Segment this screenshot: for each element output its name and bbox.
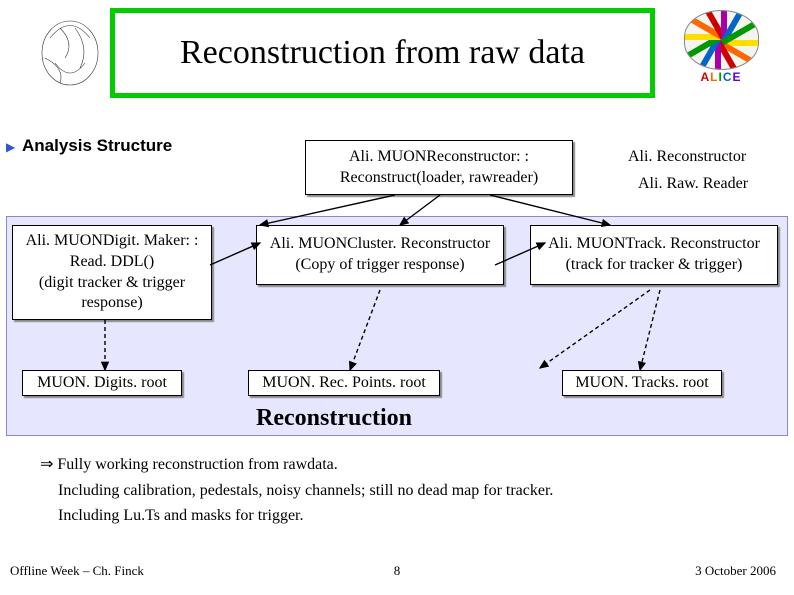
track-line2: (track for tracker & trigger) (562, 255, 747, 276)
box-out-digits: MUON. Digits. root (22, 370, 182, 396)
digit-line2: Read. DDL() (66, 252, 158, 273)
bullet-icon: ▶ (6, 140, 15, 155)
label-ali-reconstructor: Ali. Reconstructor (628, 148, 746, 166)
box-out-tracks: MUON. Tracks. root (562, 370, 722, 396)
main-line1: Ali. MUONReconstructor: : (345, 147, 533, 168)
notes-block: ⇒ Fully working reconstruction from rawd… (40, 452, 553, 529)
digit-line1: Ali. MUONDigit. Maker: : (22, 231, 203, 252)
note-line1: ⇒ Fully working reconstruction from rawd… (40, 452, 553, 478)
alice-logo: ALICE (676, 10, 766, 100)
analysis-heading: Analysis Structure (22, 136, 172, 156)
label-ali-rawreader: Ali. Raw. Reader (638, 175, 748, 193)
starburst-icon (684, 10, 759, 70)
track-line1: Ali. MUONTrack. Reconstructor (544, 234, 764, 255)
footer-page-number: 8 (394, 563, 401, 579)
box-track-reconstructor: Ali. MUONTrack. Reconstructor (track for… (530, 225, 778, 285)
cluster-line1: Ali. MUONCluster. Reconstructor (266, 234, 494, 255)
reconstruction-label: Reconstruction (256, 405, 412, 432)
out2-text: MUON. Rec. Points. root (258, 373, 430, 394)
note-line2: Including calibration, pedestals, noisy … (58, 478, 553, 504)
slide-title: Reconstruction from raw data (110, 8, 655, 98)
logo-left (35, 8, 105, 88)
box-main-reconstructor: Ali. MUONReconstructor: : Reconstruct(lo… (305, 140, 573, 195)
main-line2: Reconstruct(loader, rawreader) (336, 168, 542, 189)
box-cluster-reconstructor: Ali. MUONCluster. Reconstructor (Copy of… (256, 225, 504, 285)
box-digit-maker: Ali. MUONDigit. Maker: : Read. DDL() (di… (12, 225, 212, 320)
box-out-recpoints: MUON. Rec. Points. root (248, 370, 440, 396)
out3-text: MUON. Tracks. root (571, 373, 712, 394)
footer-date: 3 October 2006 (695, 563, 776, 579)
note-line3: Including Lu.Ts and masks for trigger. (58, 503, 553, 529)
alice-label: ALICE (676, 70, 766, 84)
digit-line3: (digit tracker & trigger response) (13, 273, 211, 315)
out1-text: MUON. Digits. root (33, 373, 171, 394)
footer-left: Offline Week – Ch. Finck (10, 563, 144, 579)
cluster-line2: (Copy of trigger response) (291, 255, 468, 276)
